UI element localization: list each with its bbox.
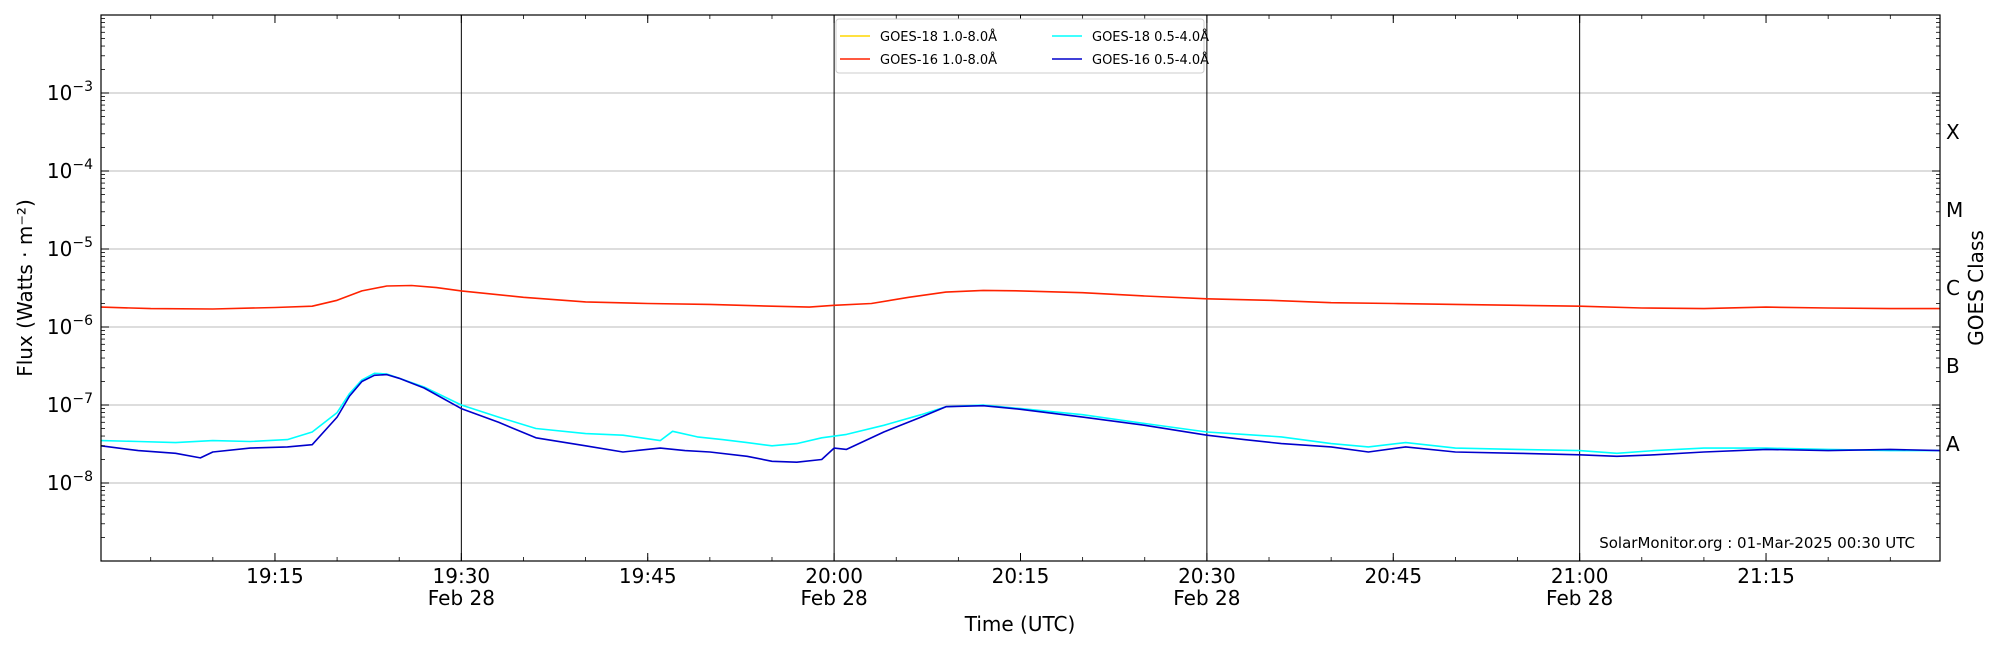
x-tick-label: 20:15 bbox=[992, 564, 1050, 588]
x-axis-title: Time (UTC) bbox=[964, 612, 1076, 636]
legend-entries: GOES-18 1.0-8.0Å GOES-16 1.0-8.0Å GOES-18 … bbox=[840, 29, 1209, 68]
goes-class-label: A bbox=[1946, 432, 1960, 456]
y-tick-label: 10−3 bbox=[47, 79, 93, 105]
legend-box bbox=[835, 18, 1205, 74]
goes-class-label: C bbox=[1946, 276, 1960, 300]
legend-label: GOES-18 1.0-8.0Å bbox=[880, 29, 997, 45]
series-line bbox=[100, 372, 1940, 455]
source-annotation: SolarMonitor.org : 01-Mar-2025 00:30 UTC bbox=[1599, 534, 1915, 552]
x-tick-label: 21:00 bbox=[1551, 564, 1609, 588]
goes-class-label: B bbox=[1946, 354, 1960, 378]
legend-label: GOES-16 0.5-4.0Å bbox=[1092, 52, 1209, 68]
x-tick-label: 19:30 bbox=[433, 564, 491, 588]
x-tick-label: 19:45 bbox=[619, 564, 677, 588]
series-lines bbox=[100, 284, 1941, 464]
goes-class-labels: A B C M X bbox=[1946, 120, 1963, 456]
x-tick-date-label: Feb 28 bbox=[801, 586, 868, 610]
x-tick-label: 21:15 bbox=[1737, 564, 1795, 588]
y-tick-label: 10−4 bbox=[47, 157, 93, 183]
plot-background bbox=[101, 15, 1940, 561]
x-tick-date-label: Feb 28 bbox=[428, 586, 495, 610]
y-tick-label: 10−5 bbox=[47, 235, 93, 261]
goes-class-label: X bbox=[1946, 120, 1960, 144]
x-tick-date-label: Feb 28 bbox=[1546, 586, 1613, 610]
legend-label: GOES-18 0.5-4.0Å bbox=[1092, 29, 1209, 45]
series-line bbox=[100, 284, 1940, 310]
x-tick-label: 19:15 bbox=[246, 564, 304, 588]
gridlines bbox=[101, 92, 1940, 484]
y-tick-label: 10−7 bbox=[47, 391, 93, 417]
day-time-markers bbox=[460, 15, 1581, 561]
y-tick-label: 10−8 bbox=[47, 469, 93, 495]
series-line bbox=[100, 373, 1941, 464]
y-axis-title: Flux (Watts · m⁻²) bbox=[13, 199, 37, 377]
x-tick-label: 20:00 bbox=[805, 564, 863, 588]
goes-class-label: M bbox=[1946, 198, 1963, 222]
y-tick-label: 10−6 bbox=[47, 313, 93, 339]
x-tick-label: 20:30 bbox=[1178, 564, 1236, 588]
legend: GOES-18 1.0-8.0Å GOES-16 1.0-8.0Å GOES-18 … bbox=[835, 18, 1209, 74]
x-tick-label: 20:45 bbox=[1364, 564, 1422, 588]
y2-axis-title: GOES Class bbox=[1964, 230, 1988, 346]
legend-label: GOES-16 1.0-8.0Å bbox=[880, 52, 997, 68]
x-tick-date-label: Feb 28 bbox=[1173, 586, 1240, 610]
